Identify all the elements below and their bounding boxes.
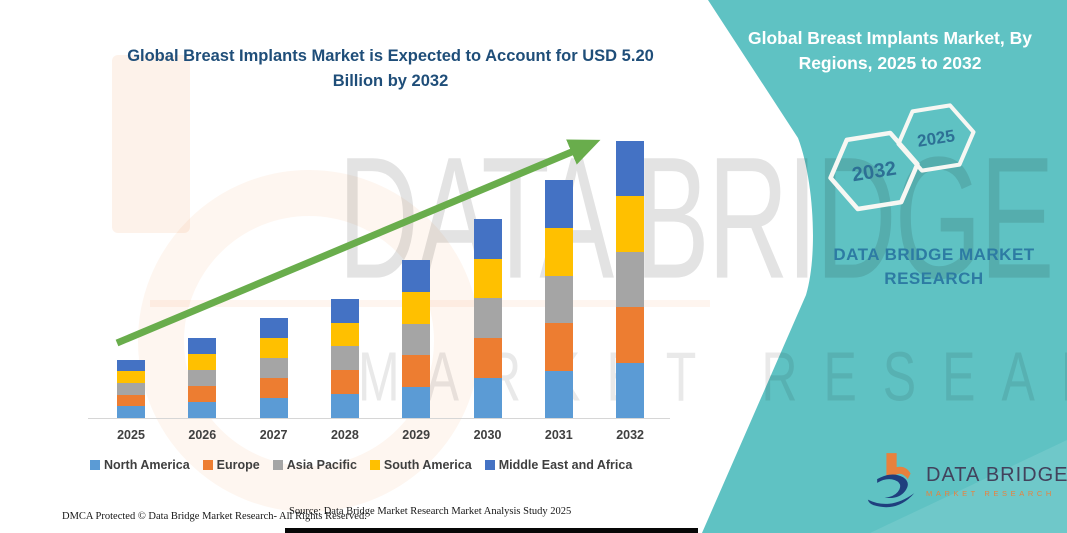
bar-segment (117, 382, 145, 395)
bar-segment (330, 322, 359, 346)
x-tick-label: 2029 (402, 428, 431, 442)
stacked-bar-2028 (330, 299, 359, 418)
legend-item: Asia Pacific (272, 458, 357, 472)
legend-label: Asia Pacific (286, 458, 357, 472)
legend-item: South America (369, 458, 472, 472)
hexagon-2032-label: 2032 (850, 158, 897, 187)
bar-segment (544, 323, 573, 371)
hexagon-2025-label: 2025 (916, 126, 956, 151)
bar-segment (616, 307, 645, 363)
x-tick-label: 2030 (473, 428, 502, 442)
bar-segment (259, 378, 288, 398)
bar-segment (188, 402, 217, 418)
x-axis: 2025 2026 2027 2028 2029 2030 2031 2032 (88, 428, 670, 446)
bar-segment (544, 180, 573, 229)
bar-segment (616, 362, 645, 418)
stacked-bar-2032 (616, 141, 645, 418)
right-panel-title: Global Breast Implants Market, By Region… (748, 28, 1032, 73)
legend-item: Middle East and Africa (484, 458, 633, 472)
bar-segment (616, 251, 645, 308)
plot-area (88, 117, 670, 418)
bar-segment (259, 358, 288, 378)
source-footer-text: Source: Data Bridge Market Research Mark… (289, 506, 572, 517)
stacked-bar-2031 (544, 180, 573, 418)
legend-swatch (484, 460, 495, 470)
bar-segment (544, 275, 573, 324)
bar-segment (330, 299, 359, 323)
x-tick-label: 2031 (544, 428, 573, 442)
logo-subtitle: MARKET RESEARCH (926, 489, 1055, 498)
chart-title: Global Breast Implants Market is Expecte… (127, 47, 654, 90)
x-tick-label: 2028 (330, 428, 359, 442)
bar-segment (473, 378, 502, 418)
stacked-bar-2027 (259, 318, 288, 418)
stacked-bar-2030 (473, 218, 502, 418)
logo-title: DATA BRIDGE (926, 464, 1067, 486)
legend-item: Europe (202, 458, 260, 472)
bar-segment (117, 359, 145, 372)
stacked-bar-2026 (188, 338, 217, 418)
bar-segment (473, 298, 502, 338)
bar-segment (117, 371, 145, 383)
data-bridge-logo-icon (867, 453, 915, 508)
legend-swatch (90, 460, 100, 470)
stacked-bar-2025 (117, 359, 145, 418)
bar-segment (330, 370, 359, 394)
x-tick-label: 2027 (259, 428, 288, 442)
stacked-bar-2029 (402, 260, 431, 418)
bar-segment (402, 355, 431, 387)
legend-label: Europe (216, 458, 260, 472)
year-hexagons: 2032 2025 (828, 103, 976, 212)
x-axis-line (88, 418, 670, 419)
bar-segment (259, 318, 288, 338)
bar-segment (188, 354, 217, 370)
bar-segment (402, 323, 431, 356)
legend-label: North America (104, 458, 190, 472)
dmca-footer-text: DMCA Protected © Data Bridge Market Rese… (62, 511, 367, 522)
bar-segment (473, 218, 502, 259)
bottom-black-bar (285, 528, 698, 533)
brand-wordmark: DATA BRIDGE MARKET RESEARCH (833, 245, 1035, 288)
bar-segment (330, 394, 359, 418)
hexagon-2025: 2025 (896, 103, 976, 173)
hexagon-2032: 2032 (828, 130, 920, 212)
bar-segment (544, 370, 573, 418)
bar-segment (117, 394, 145, 407)
legend-label: South America (383, 458, 472, 472)
legend-swatch (272, 460, 283, 470)
bar-segment (188, 370, 217, 386)
bar-segment (188, 386, 217, 402)
x-tick-label: 2025 (117, 428, 145, 442)
bar-segment (117, 406, 145, 418)
logo-text-block: DATA BRIDGE MARKET RESEARCH (926, 464, 1067, 498)
bar-segment (616, 196, 645, 252)
bar-segment (402, 386, 431, 418)
bar-segment (544, 228, 573, 276)
company-logo: DATA BRIDGE MARKET RESEARCH (866, 452, 1067, 510)
bar-segment (402, 260, 431, 293)
legend-swatch (202, 460, 213, 470)
bar-segment (188, 338, 217, 354)
bar-segment (259, 398, 288, 418)
bar-segment (473, 338, 502, 378)
legend-item: North America (90, 458, 190, 472)
legend-swatch (369, 460, 380, 470)
x-tick-label: 2032 (616, 428, 644, 442)
bar-segment (473, 258, 502, 298)
legend-label: Middle East and Africa (498, 458, 633, 472)
bar-segment (402, 292, 431, 324)
x-tick-label: 2026 (188, 428, 217, 442)
chart-legend: North America Europe Asia Pacific South Ame… (90, 458, 680, 472)
bar-segment (330, 346, 359, 370)
bar-segment (616, 141, 645, 197)
bar-segment (259, 338, 288, 358)
